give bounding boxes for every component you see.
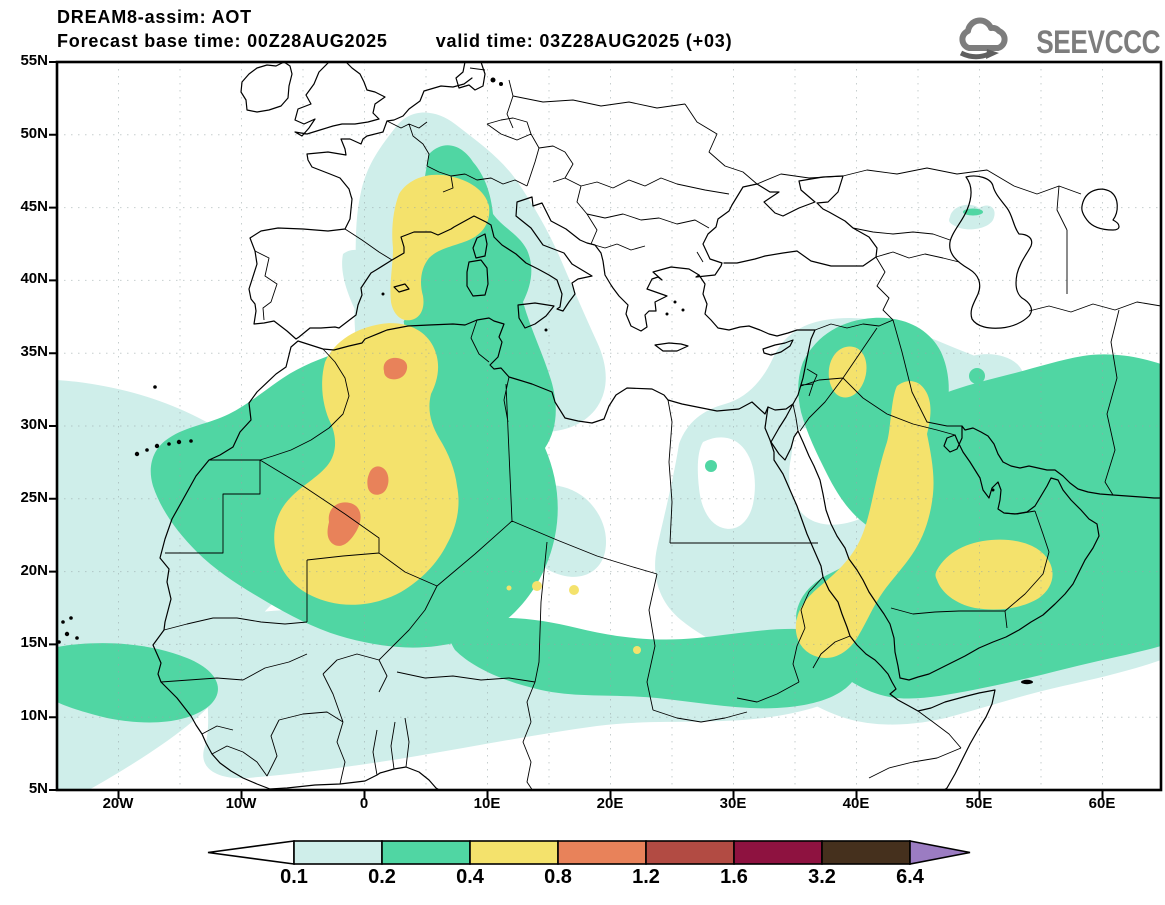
lat-axis-label: 35N xyxy=(20,343,48,360)
colorbar-cell-0p1-0p2 xyxy=(293,840,383,865)
lat-axis-label: 50N xyxy=(20,125,48,142)
seevccc-logo: SEEVCCC xyxy=(957,15,1160,61)
colorbar-cell-3p2-6p4 xyxy=(821,840,911,865)
colorbar-left-arrow xyxy=(207,840,295,865)
lon-axis-label: 10W xyxy=(225,795,257,812)
page-title: DREAM8-assim: AOT xyxy=(57,7,252,27)
lon-axis-label: 50E xyxy=(965,795,993,812)
cloud-arrow-icon xyxy=(959,17,1008,60)
graticule-grid xyxy=(57,62,1161,790)
small-islands xyxy=(57,77,1033,685)
lat-axis-label: 25N xyxy=(20,489,48,506)
colorbar-label: 0.8 xyxy=(544,866,572,888)
colorbar-label: 0.1 xyxy=(280,866,308,888)
colorbar-label: 6.4 xyxy=(896,866,924,888)
contour-fill-0p8 xyxy=(327,357,408,546)
colorbar-label: 3.2 xyxy=(808,866,836,888)
seevccc-logo-text: SEEVCCC xyxy=(1036,24,1160,60)
lon-axis-label: 30E xyxy=(719,795,747,812)
map-canvas xyxy=(49,60,1163,799)
lon-axis-label: 60E xyxy=(1088,795,1116,812)
colorbar-cell-1p6-3p2 xyxy=(733,840,823,865)
colorbar-right-arrow xyxy=(909,840,971,865)
lat-axis-label: 45N xyxy=(20,198,48,215)
colorbar-cell-0p2-0p4 xyxy=(381,840,471,865)
lat-axis-label: 30N xyxy=(20,416,48,433)
lat-axis-label: 10N xyxy=(20,707,48,724)
colorbar-cell-0p8-1p2 xyxy=(557,840,647,865)
contour-fill-0p1-streak xyxy=(342,249,405,346)
lat-axis-label: 20N xyxy=(20,562,48,579)
lat-axis-label: 40N xyxy=(20,270,48,287)
lon-axis-label: 20E xyxy=(596,795,624,812)
subtitle: Forecast base time: 00Z28AUG2025 valid ti… xyxy=(57,31,732,52)
lon-axis-label: 10E xyxy=(473,795,501,812)
lat-axis-label: 5N xyxy=(28,780,48,797)
country-borders xyxy=(160,67,1161,791)
lon-axis-label: 20W xyxy=(102,795,134,812)
colorbar-cell-1p2-1p6 xyxy=(645,840,735,865)
colorbar-label: 0.4 xyxy=(456,866,484,888)
lat-axis-label: 15N xyxy=(20,634,48,651)
lat-axis-label: 55N xyxy=(20,52,48,69)
colorbar-label: 0.2 xyxy=(368,866,396,888)
valid-time: valid time: 03Z28AUG2025 (+03) xyxy=(435,31,733,51)
colorbar-label: 1.2 xyxy=(632,866,660,888)
forecast-base-time: Forecast base time: 00Z28AUG2025 xyxy=(57,31,388,51)
coastlines xyxy=(152,62,1161,791)
axis-ticks xyxy=(49,61,1104,799)
lon-axis-label: 0 xyxy=(359,795,369,812)
contour-fill-0p4 xyxy=(274,174,1053,658)
colorbar-label: 1.6 xyxy=(720,866,748,888)
aot-contour-map xyxy=(49,60,1163,799)
colorbar-cell-0p4-0p8 xyxy=(469,840,559,865)
lon-axis-label: 40E xyxy=(842,795,870,812)
